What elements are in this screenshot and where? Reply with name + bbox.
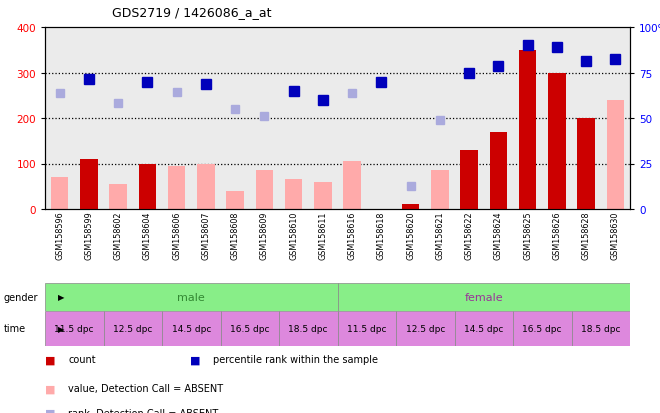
Bar xyxy=(396,311,455,346)
Bar xyxy=(572,311,630,346)
Bar xyxy=(162,311,220,346)
Text: time: time xyxy=(3,324,26,334)
Text: 16.5 dpc: 16.5 dpc xyxy=(230,324,269,333)
Text: ■: ■ xyxy=(45,383,55,393)
Text: ■: ■ xyxy=(45,408,55,413)
Bar xyxy=(168,166,185,209)
Bar xyxy=(548,74,566,209)
Text: rank, Detection Call = ABSENT: rank, Detection Call = ABSENT xyxy=(68,408,218,413)
Bar xyxy=(519,51,537,209)
Text: 11.5 dpc: 11.5 dpc xyxy=(347,324,387,333)
Bar xyxy=(455,311,513,346)
Bar xyxy=(343,162,361,209)
Bar xyxy=(337,311,396,346)
Text: ▶: ▶ xyxy=(58,293,65,302)
Text: value, Detection Call = ABSENT: value, Detection Call = ABSENT xyxy=(68,383,223,393)
Text: 16.5 dpc: 16.5 dpc xyxy=(523,324,562,333)
Text: ■: ■ xyxy=(45,354,55,364)
Bar xyxy=(607,100,624,209)
Bar xyxy=(513,311,572,346)
Text: female: female xyxy=(465,292,503,302)
Text: percentile rank within the sample: percentile rank within the sample xyxy=(213,354,378,364)
Bar xyxy=(285,180,302,209)
Bar xyxy=(51,178,69,209)
Text: gender: gender xyxy=(3,292,38,302)
Bar xyxy=(220,311,279,346)
Bar xyxy=(45,311,104,346)
Text: ■: ■ xyxy=(190,354,201,364)
Text: 12.5 dpc: 12.5 dpc xyxy=(405,324,445,333)
Bar xyxy=(431,171,449,209)
Bar xyxy=(197,164,215,209)
Text: 18.5 dpc: 18.5 dpc xyxy=(581,324,620,333)
Text: 12.5 dpc: 12.5 dpc xyxy=(113,324,152,333)
Bar xyxy=(314,182,331,209)
Bar xyxy=(402,205,419,209)
Bar xyxy=(104,311,162,346)
Text: 11.5 dpc: 11.5 dpc xyxy=(55,324,94,333)
Bar xyxy=(45,283,337,311)
Bar xyxy=(110,185,127,209)
Bar xyxy=(460,150,478,209)
Text: count: count xyxy=(68,354,96,364)
Bar xyxy=(226,191,244,209)
Bar xyxy=(578,119,595,209)
Bar xyxy=(80,159,98,209)
Text: 14.5 dpc: 14.5 dpc xyxy=(172,324,211,333)
Text: ▶: ▶ xyxy=(58,324,65,333)
Text: 18.5 dpc: 18.5 dpc xyxy=(288,324,328,333)
Bar xyxy=(139,164,156,209)
Text: 14.5 dpc: 14.5 dpc xyxy=(464,324,504,333)
Bar xyxy=(279,311,337,346)
Bar xyxy=(490,132,507,209)
Text: male: male xyxy=(178,292,205,302)
Text: GDS2719 / 1426086_a_at: GDS2719 / 1426086_a_at xyxy=(112,6,272,19)
Bar xyxy=(337,283,630,311)
Bar xyxy=(255,171,273,209)
